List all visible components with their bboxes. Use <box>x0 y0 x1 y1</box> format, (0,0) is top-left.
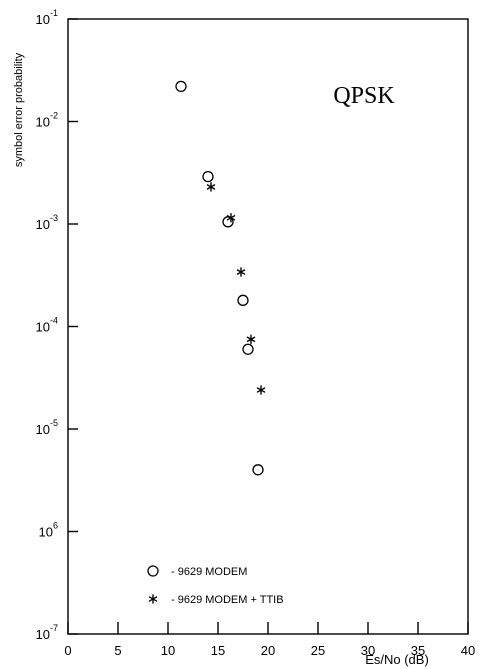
x-tick-label: 35 <box>411 643 425 658</box>
y-tick-label: 10-3 <box>36 213 58 232</box>
legend-item: - 9629 MODEM <box>147 565 247 578</box>
x-tick-label: 20 <box>261 643 275 658</box>
y-tick-label: 10-5 <box>36 418 58 437</box>
y-tick-base: 10 <box>36 320 50 335</box>
y-tick-exponent: -5 <box>50 418 58 428</box>
point-star <box>226 213 236 223</box>
y-tick-exponent: -1 <box>50 8 58 18</box>
legend-label: - 9629 MODEM + TTIB <box>171 594 284 606</box>
y-tick-exponent: -3 <box>50 213 58 223</box>
annotation-qpsk: QPSK <box>333 83 395 109</box>
x-tick-label: 15 <box>211 643 225 658</box>
x-tick-label: 25 <box>311 643 325 658</box>
point-star <box>256 385 266 395</box>
y-tick-exponent: -7 <box>50 623 58 633</box>
plot-frame <box>67 18 469 635</box>
legend-label: - 9629 MODEM <box>171 566 247 578</box>
x-tick-label: 40 <box>461 643 475 658</box>
y-tick-label: 10-2 <box>36 111 58 130</box>
x-axis-label: Es/No (dB) <box>365 652 429 667</box>
y-tick-label: 10-4 <box>36 316 58 335</box>
point-circle <box>252 464 264 476</box>
point-circle <box>242 343 254 355</box>
legend-marker <box>147 565 159 577</box>
y-tick-base: 10 <box>36 217 50 232</box>
legend: - 9629 MODEM - 9629 MODEM + TTIB <box>147 565 284 606</box>
y-tick-label: 106 <box>39 521 58 540</box>
series-star <box>206 182 266 395</box>
y-tick-base: 10 <box>39 525 53 540</box>
y-axis-label: symbol error probability <box>13 52 25 167</box>
y-tick-base: 10 <box>36 627 50 642</box>
data-points <box>175 80 266 476</box>
y-tick-base: 10 <box>36 422 50 437</box>
point-circle <box>237 294 249 306</box>
point-star <box>206 182 216 192</box>
point-star <box>246 334 256 344</box>
y-tick-exponent: -4 <box>50 316 58 326</box>
legend-item: - 9629 MODEM + TTIB <box>148 594 284 606</box>
y-tick-exponent: -2 <box>50 111 58 121</box>
x-axis: 0 5 10 15 20 25 30 35 40 <box>64 622 475 658</box>
y-tick-base: 10 <box>36 115 50 130</box>
x-tick-label: 10 <box>161 643 175 658</box>
x-tick-label: 5 <box>114 643 121 658</box>
series-circle <box>175 80 264 476</box>
x-tick-label: 30 <box>361 643 375 658</box>
y-tick-label: 10-1 <box>36 8 58 27</box>
y-tick-exponent: 6 <box>53 521 58 531</box>
point-circle <box>175 80 187 93</box>
y-tick-base: 10 <box>36 12 50 27</box>
y-tick-label: 10-7 <box>36 623 58 642</box>
x-tick-label: 0 <box>64 643 71 658</box>
point-circle <box>202 170 214 183</box>
legend-marker <box>148 594 158 604</box>
point-star <box>236 267 246 277</box>
